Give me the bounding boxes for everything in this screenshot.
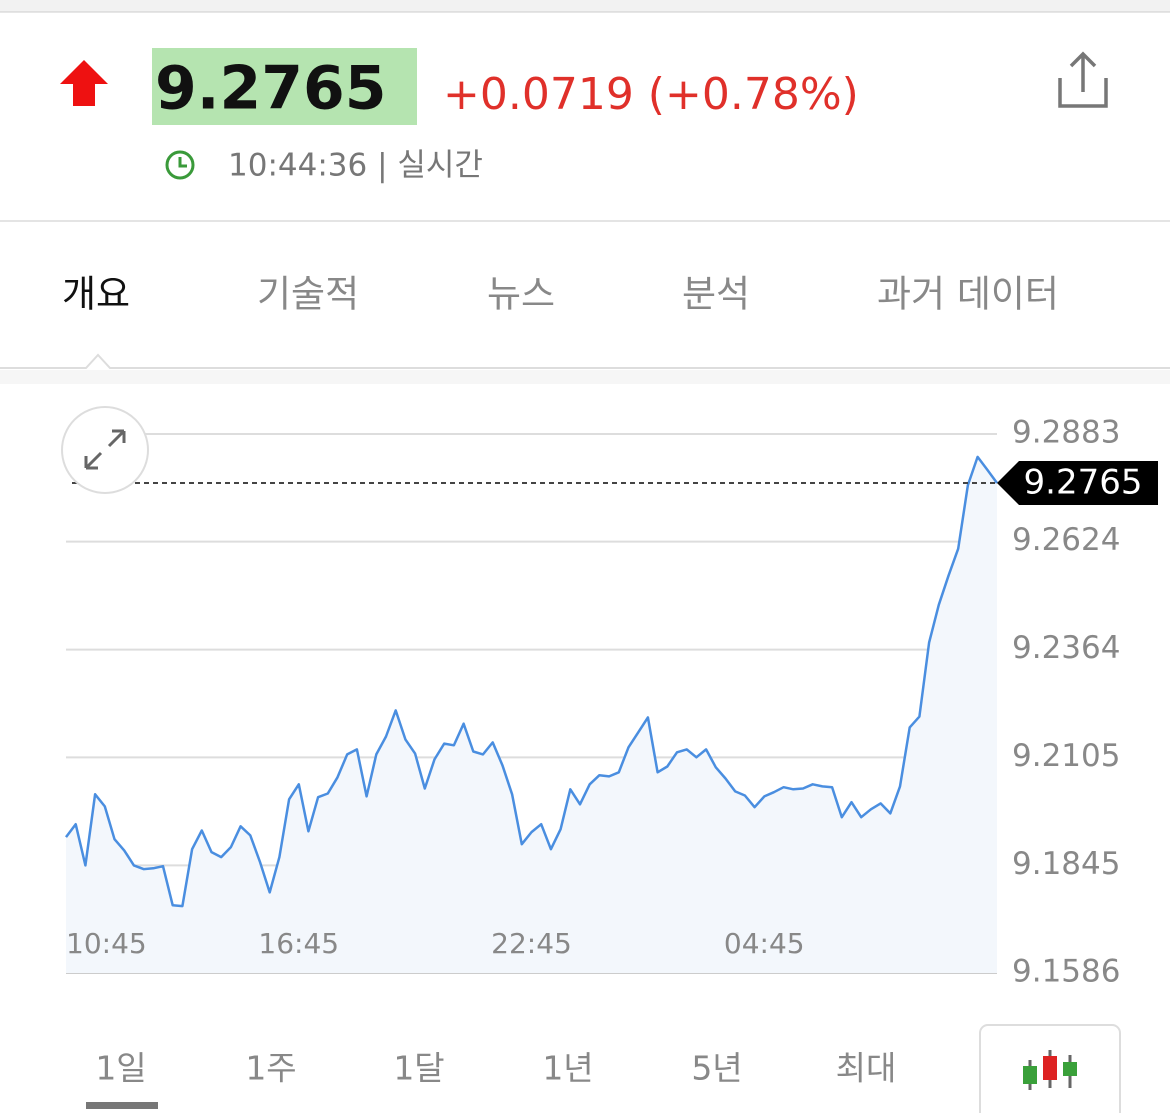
range-button[interactable]: 최대: [836, 1049, 897, 1088]
tab[interactable]: 기술적: [257, 273, 359, 316]
tab-indicator: [0, 353, 1170, 369]
tab-shadow: [0, 370, 1170, 384]
expand-button[interactable]: [61, 406, 149, 494]
share-button[interactable]: [1058, 51, 1108, 108]
y-tick-label: 9.1586: [1012, 954, 1120, 990]
x-tick-label: 16:45: [258, 927, 339, 960]
x-tick-label: 04:45: [724, 927, 805, 960]
y-tick-label: 9.2624: [1012, 522, 1120, 558]
x-tick-label: 22:45: [491, 927, 572, 960]
current-price-tag: [997, 461, 1158, 506]
price-line: [65, 455, 999, 908]
x-tick-label: 10:45: [66, 927, 147, 960]
price-highlight: [152, 48, 417, 125]
range-button[interactable]: 1년: [542, 1049, 593, 1088]
range-underline: [86, 1102, 158, 1109]
y-tick-label: 9.2883: [1012, 415, 1120, 451]
area-fill: [66, 456, 997, 973]
tab[interactable]: 뉴스: [487, 273, 555, 316]
range-button[interactable]: 1주: [245, 1049, 296, 1088]
tab[interactable]: 개요: [62, 273, 130, 316]
range-bar: 1일 1주 1달 1년 5년 최대: [86, 1049, 897, 1109]
chart: 9.1586 9.1845 9.2105 9.2364 9.2624 9.2883 10:4…: [65, 415, 1158, 990]
tab-bar: 개요 기술적 뉴스 분석 과거 데이터: [62, 273, 1059, 316]
price: 9.2765: [155, 54, 387, 124]
up-arrow: [60, 60, 108, 106]
clock-icon: [165, 150, 195, 180]
current-price-label: 9.2765: [1024, 463, 1143, 503]
range-button[interactable]: 1일: [95, 1049, 146, 1088]
y-tick-label: 9.1845: [1012, 846, 1120, 882]
tab[interactable]: 분석: [682, 273, 750, 316]
update-time: 10:44:36 | 실시간: [228, 148, 483, 184]
candle-button[interactable]: [979, 1024, 1121, 1117]
price-change: +0.0719 (+0.78%): [443, 69, 859, 120]
y-tick-label: 9.2105: [1012, 738, 1120, 774]
y-tick-label: 9.2364: [1012, 630, 1120, 666]
range-button[interactable]: 5년: [691, 1049, 742, 1088]
top-bar: [0, 0, 1170, 12]
range-button[interactable]: 1달: [393, 1049, 444, 1088]
tab[interactable]: 과거 데이터: [877, 273, 1059, 316]
